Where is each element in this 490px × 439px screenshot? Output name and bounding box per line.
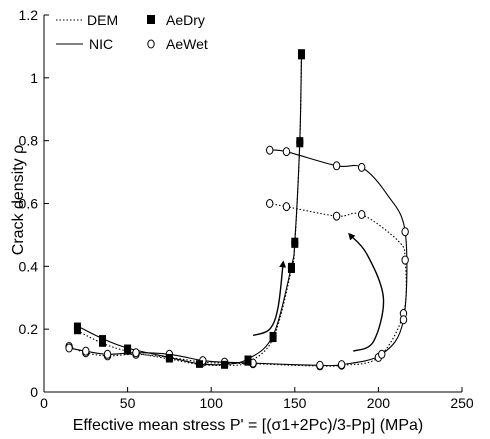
y-tick-label: 0.6 xyxy=(19,196,39,212)
aedry-data-point xyxy=(287,262,295,270)
x-axis-title: Effective mean stress P' = [(σ1+2Pc)/3-P… xyxy=(73,417,424,434)
aedry-data-point xyxy=(73,322,81,330)
series-line-wet-dem xyxy=(68,202,407,367)
x-tick-label: 0 xyxy=(40,395,48,411)
aewet-data-point xyxy=(332,161,341,171)
y-tick-label: 0.2 xyxy=(19,321,39,337)
aewet-data-point xyxy=(399,315,408,325)
legend-swatch-aedry xyxy=(147,15,155,24)
x-tick-label: 200 xyxy=(367,395,391,411)
aewet-data-point xyxy=(282,147,291,157)
aewet-data-point xyxy=(401,227,409,237)
series-line-dry-nic xyxy=(77,52,303,366)
x-tick-label: 50 xyxy=(120,395,136,411)
loading-arrow-2 xyxy=(348,232,385,352)
y-tick-label: 1 xyxy=(30,70,38,86)
aedry-data-point xyxy=(165,353,173,361)
aewet-data-point xyxy=(401,255,409,265)
aewet-data-point xyxy=(82,346,90,356)
aedry-data-point xyxy=(195,360,203,368)
legend-label-aedry: AeDry xyxy=(166,12,205,28)
y-tick-label: 0 xyxy=(30,384,38,400)
aedry-data-point xyxy=(221,360,229,368)
x-tick-label: 250 xyxy=(450,395,474,411)
y-tick-label: 0.8 xyxy=(19,133,39,149)
y-tick-label: 0.4 xyxy=(19,258,39,274)
aedry-data-point xyxy=(73,327,81,335)
x-tick-label: 100 xyxy=(200,395,224,411)
legend-label-dem: DEM xyxy=(87,12,118,28)
aedry-data-point xyxy=(244,355,252,363)
aedry-data-point xyxy=(269,331,277,339)
aedry-data-point xyxy=(99,339,107,347)
aedry-data-point xyxy=(296,137,304,145)
axes: 0 50 100 150 200 250 0 0.2 0.4 0.6 0.8 1 1.2 xyxy=(19,7,474,411)
aewet-data-point xyxy=(332,211,341,221)
aewet-data-point xyxy=(266,145,274,155)
series-line-dry-dem xyxy=(77,55,303,367)
series-line-wet-nic xyxy=(69,149,408,367)
aewet-data-point xyxy=(316,360,324,370)
loading-arrow-1 xyxy=(252,260,287,337)
aedry-data-point xyxy=(297,49,305,57)
plot-area xyxy=(65,49,409,371)
aedry-data-point xyxy=(291,237,299,245)
legend-label-aewet: AeWet xyxy=(166,36,208,52)
legend: DEM NIC AeDry AeWet xyxy=(56,12,208,52)
aewet-data-point xyxy=(337,360,346,370)
y-tick-label: 1.2 xyxy=(19,7,39,23)
legend-label-nic: NIC xyxy=(89,36,113,52)
aewet-data-point xyxy=(357,162,366,172)
aedry-data-point xyxy=(99,335,107,343)
legend-swatch-aewet xyxy=(147,39,155,49)
aewet-data-point xyxy=(357,209,366,219)
aewet-data-point xyxy=(132,348,140,358)
aewet-data-point xyxy=(103,349,112,359)
aewet-data-point xyxy=(282,202,291,212)
aewet-data-point xyxy=(266,199,274,208)
y-axis-title: Crack density ρ xyxy=(10,145,27,255)
aedry-data-point xyxy=(124,344,132,352)
aewet-data-point xyxy=(65,343,73,353)
aewet-data-point xyxy=(378,349,386,359)
x-tick-label: 150 xyxy=(283,395,307,411)
